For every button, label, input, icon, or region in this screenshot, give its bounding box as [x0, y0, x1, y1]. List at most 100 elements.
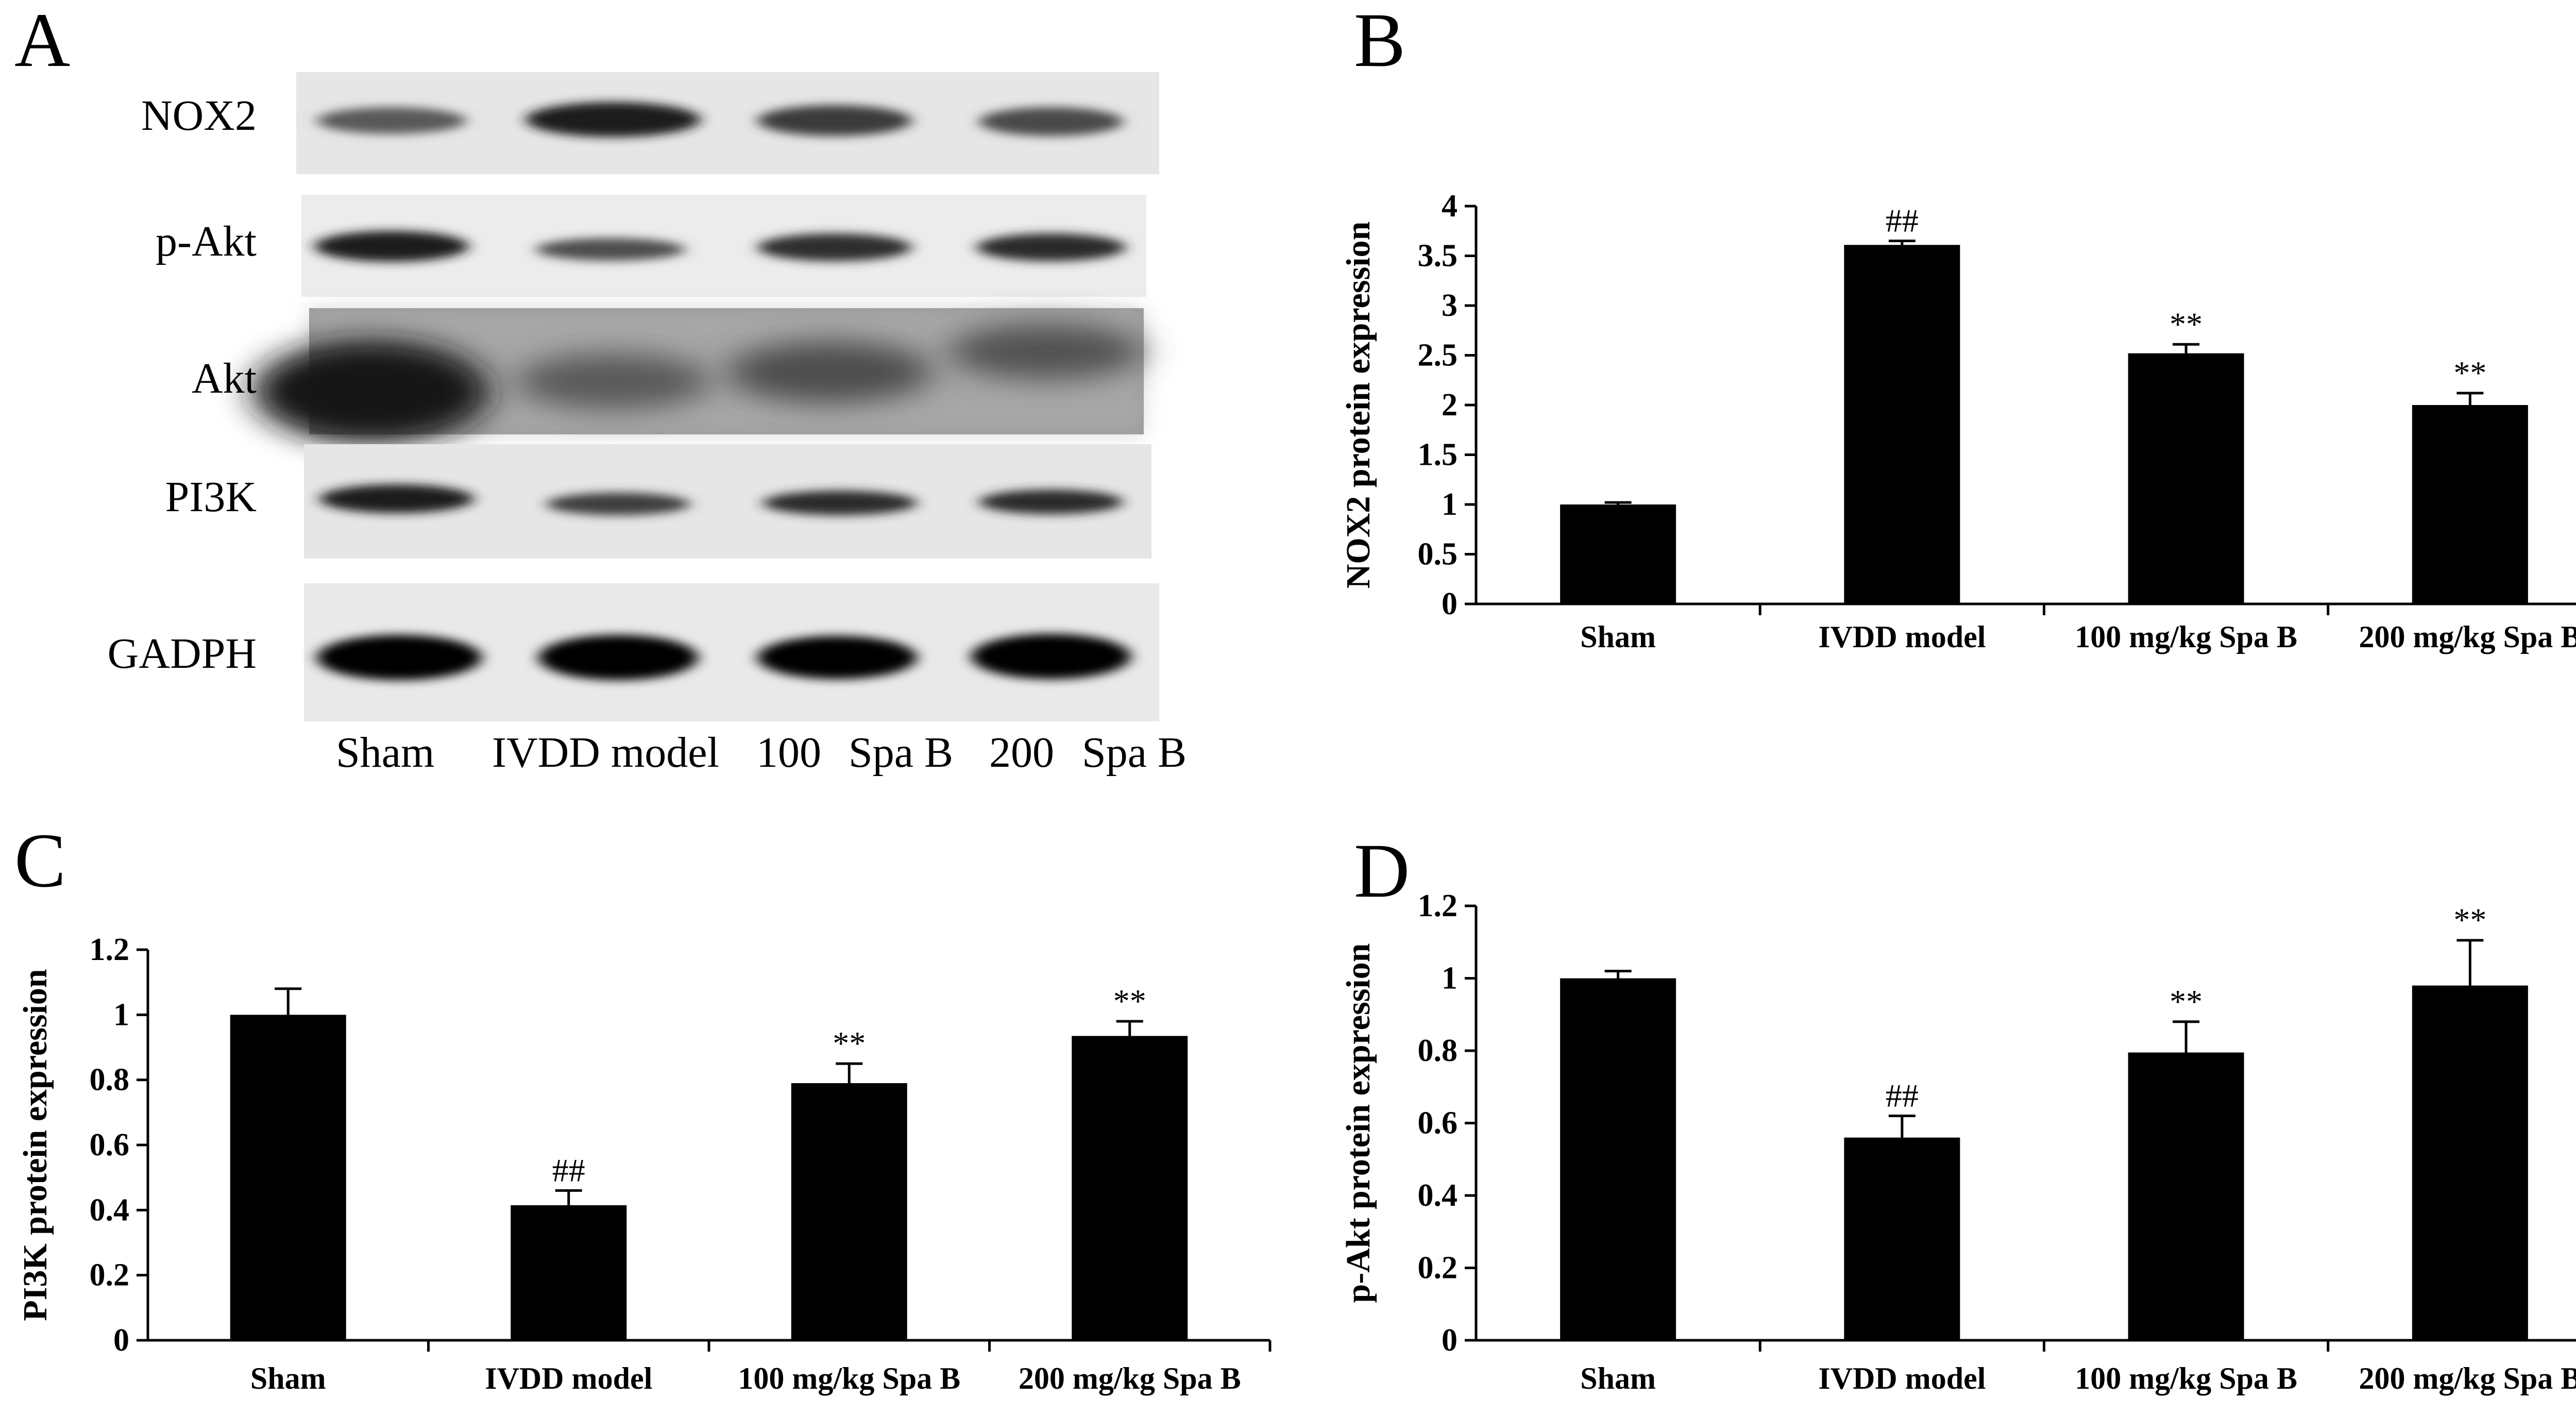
bar: [1844, 1137, 1960, 1340]
blot-band: [515, 353, 711, 410]
y-tick-label: 0: [1442, 1323, 1458, 1358]
y-tick-label: 0.4: [1418, 1178, 1458, 1213]
x-category-label: 100 mg/kg Spa B: [738, 1361, 960, 1395]
significance-label: **: [2170, 306, 2202, 342]
blot-lane-label: 100: [756, 729, 821, 777]
y-tick-label: 0.6: [90, 1127, 130, 1163]
significance-label: **: [2170, 983, 2202, 1020]
x-category-label: IVDD model: [1818, 1361, 1986, 1395]
panel-letter-b: B: [1354, 0, 1405, 83]
y-tick-label: 1: [113, 997, 129, 1032]
significance-label: ##: [1886, 1077, 1919, 1114]
bar: [2412, 985, 2528, 1340]
y-tick-label: 0.2: [1418, 1251, 1458, 1286]
significance-label: ##: [552, 1152, 585, 1188]
y-axis-title: PI3K protein expression: [16, 969, 54, 1321]
blot-band: [762, 491, 917, 515]
blot-strip-p-akt: [301, 195, 1146, 297]
x-category-label: 200 mg/kg Spa B: [2359, 1361, 2576, 1395]
y-tick-label: 0: [1442, 586, 1458, 621]
blot-strip-nox2: [296, 72, 1159, 174]
x-category-label: 200 mg/kg Spa B: [2359, 620, 2576, 654]
x-category-label: Sham: [1580, 1361, 1656, 1395]
blot-label-nox2: NOX2: [141, 92, 257, 140]
bar: [230, 1015, 346, 1340]
chart-nox2-expression: 0 0.5 1 1.5 2 2.5 3 3.5 4 Sham ## IVDD model ** 100 m…: [1340, 189, 2576, 654]
bar: [511, 1205, 627, 1340]
blot-band: [979, 107, 1123, 136]
y-tick-label: 1: [1442, 961, 1458, 996]
y-tick-label: 0.2: [90, 1258, 130, 1293]
blot-lane-label: Spa B: [1082, 729, 1187, 777]
blot-label-akt: Akt: [192, 355, 257, 402]
y-tick-label: 0.8: [1418, 1033, 1458, 1068]
bar: [1560, 978, 1676, 1340]
y-tick-label: 2: [1442, 388, 1458, 423]
blot-band: [757, 105, 912, 136]
y-tick-label: 1.2: [1418, 888, 1458, 923]
blot-band: [976, 233, 1126, 261]
bar: [2128, 1052, 2244, 1340]
bar: [1560, 504, 1676, 604]
x-category-label: 100 mg/kg Spa B: [2075, 1361, 2297, 1395]
blot-label-pi3k: PI3K: [165, 473, 257, 521]
blot-band: [948, 323, 1144, 380]
blot-label-gadph: GADPH: [108, 630, 257, 678]
y-tick-label: 1.2: [90, 932, 130, 967]
blot-strip-akt: [252, 308, 1144, 443]
blot-strip-gadph: [304, 583, 1159, 721]
bar: [1844, 245, 1960, 604]
blot-band: [546, 493, 690, 515]
blot-label-p-akt: p-Akt: [156, 217, 257, 265]
y-tick-label: 2.5: [1418, 338, 1458, 373]
blot-band: [971, 634, 1131, 679]
bar: [2412, 405, 2528, 604]
x-category-label: 200 mg/kg Spa B: [1019, 1361, 1241, 1395]
blot-band: [317, 107, 466, 134]
blot-band: [979, 490, 1123, 514]
y-tick-label: 3.5: [1418, 239, 1458, 274]
x-category-label: 100 mg/kg Spa B: [2075, 620, 2297, 654]
y-tick-label: 0.5: [1418, 537, 1458, 572]
y-tick-label: 0.6: [1418, 1106, 1458, 1141]
blot-band: [757, 636, 917, 679]
y-axis-title: p-Akt protein expression: [1340, 944, 1377, 1303]
western-blot: NOX2 p-Akt Akt PI3K GADPH Sham IVDD mode…: [108, 72, 1187, 777]
y-tick-label: 3: [1442, 288, 1458, 323]
significance-label: **: [2453, 902, 2486, 938]
blot-band: [538, 635, 698, 680]
panel-letter-c: C: [14, 818, 66, 903]
blot-lane-label: Sham: [336, 729, 434, 777]
chart-pi3k-expression: 0 0.2 0.4 0.6 0.8 1 1.2 Sham ## IVDD model ** 100 m…: [16, 932, 1272, 1395]
significance-label: **: [2453, 355, 2486, 391]
blot-lane-label: 200: [989, 729, 1054, 777]
bar: [791, 1083, 907, 1340]
x-category-label: Sham: [1580, 620, 1656, 654]
blot-lane-label: Spa B: [849, 729, 953, 777]
x-category-label: IVDD model: [485, 1361, 652, 1395]
blot-band: [526, 102, 701, 137]
bar: [1072, 1036, 1188, 1340]
chart-p-akt-expression: 0 0.2 0.4 0.6 0.8 1 1.2 Sham ## IVDD model ** 100 m…: [1340, 888, 2576, 1395]
y-tick-label: 1.5: [1418, 437, 1458, 473]
panel-letter-a: A: [14, 0, 70, 83]
significance-label: ##: [1886, 203, 1919, 239]
blot-strip-pi3k: [304, 444, 1151, 559]
x-category-label: Sham: [250, 1361, 326, 1395]
y-tick-label: 1: [1442, 487, 1458, 522]
y-tick-label: 4: [1442, 189, 1458, 224]
x-category-label: IVDD model: [1818, 620, 1986, 654]
blot-band: [319, 484, 474, 513]
blot-band: [314, 231, 469, 262]
y-tick-label: 0.4: [90, 1192, 130, 1227]
panel-letter-d: D: [1354, 828, 1410, 914]
y-axis-title: NOX2 protein expression: [1340, 222, 1377, 589]
significance-label: **: [833, 1025, 866, 1062]
blot-band: [757, 233, 912, 261]
significance-label: **: [1113, 983, 1146, 1019]
y-tick-label: 0.8: [90, 1063, 130, 1098]
blot-band: [536, 238, 685, 261]
blot-lane-label: IVDD model: [492, 729, 719, 777]
bar: [2128, 353, 2244, 604]
